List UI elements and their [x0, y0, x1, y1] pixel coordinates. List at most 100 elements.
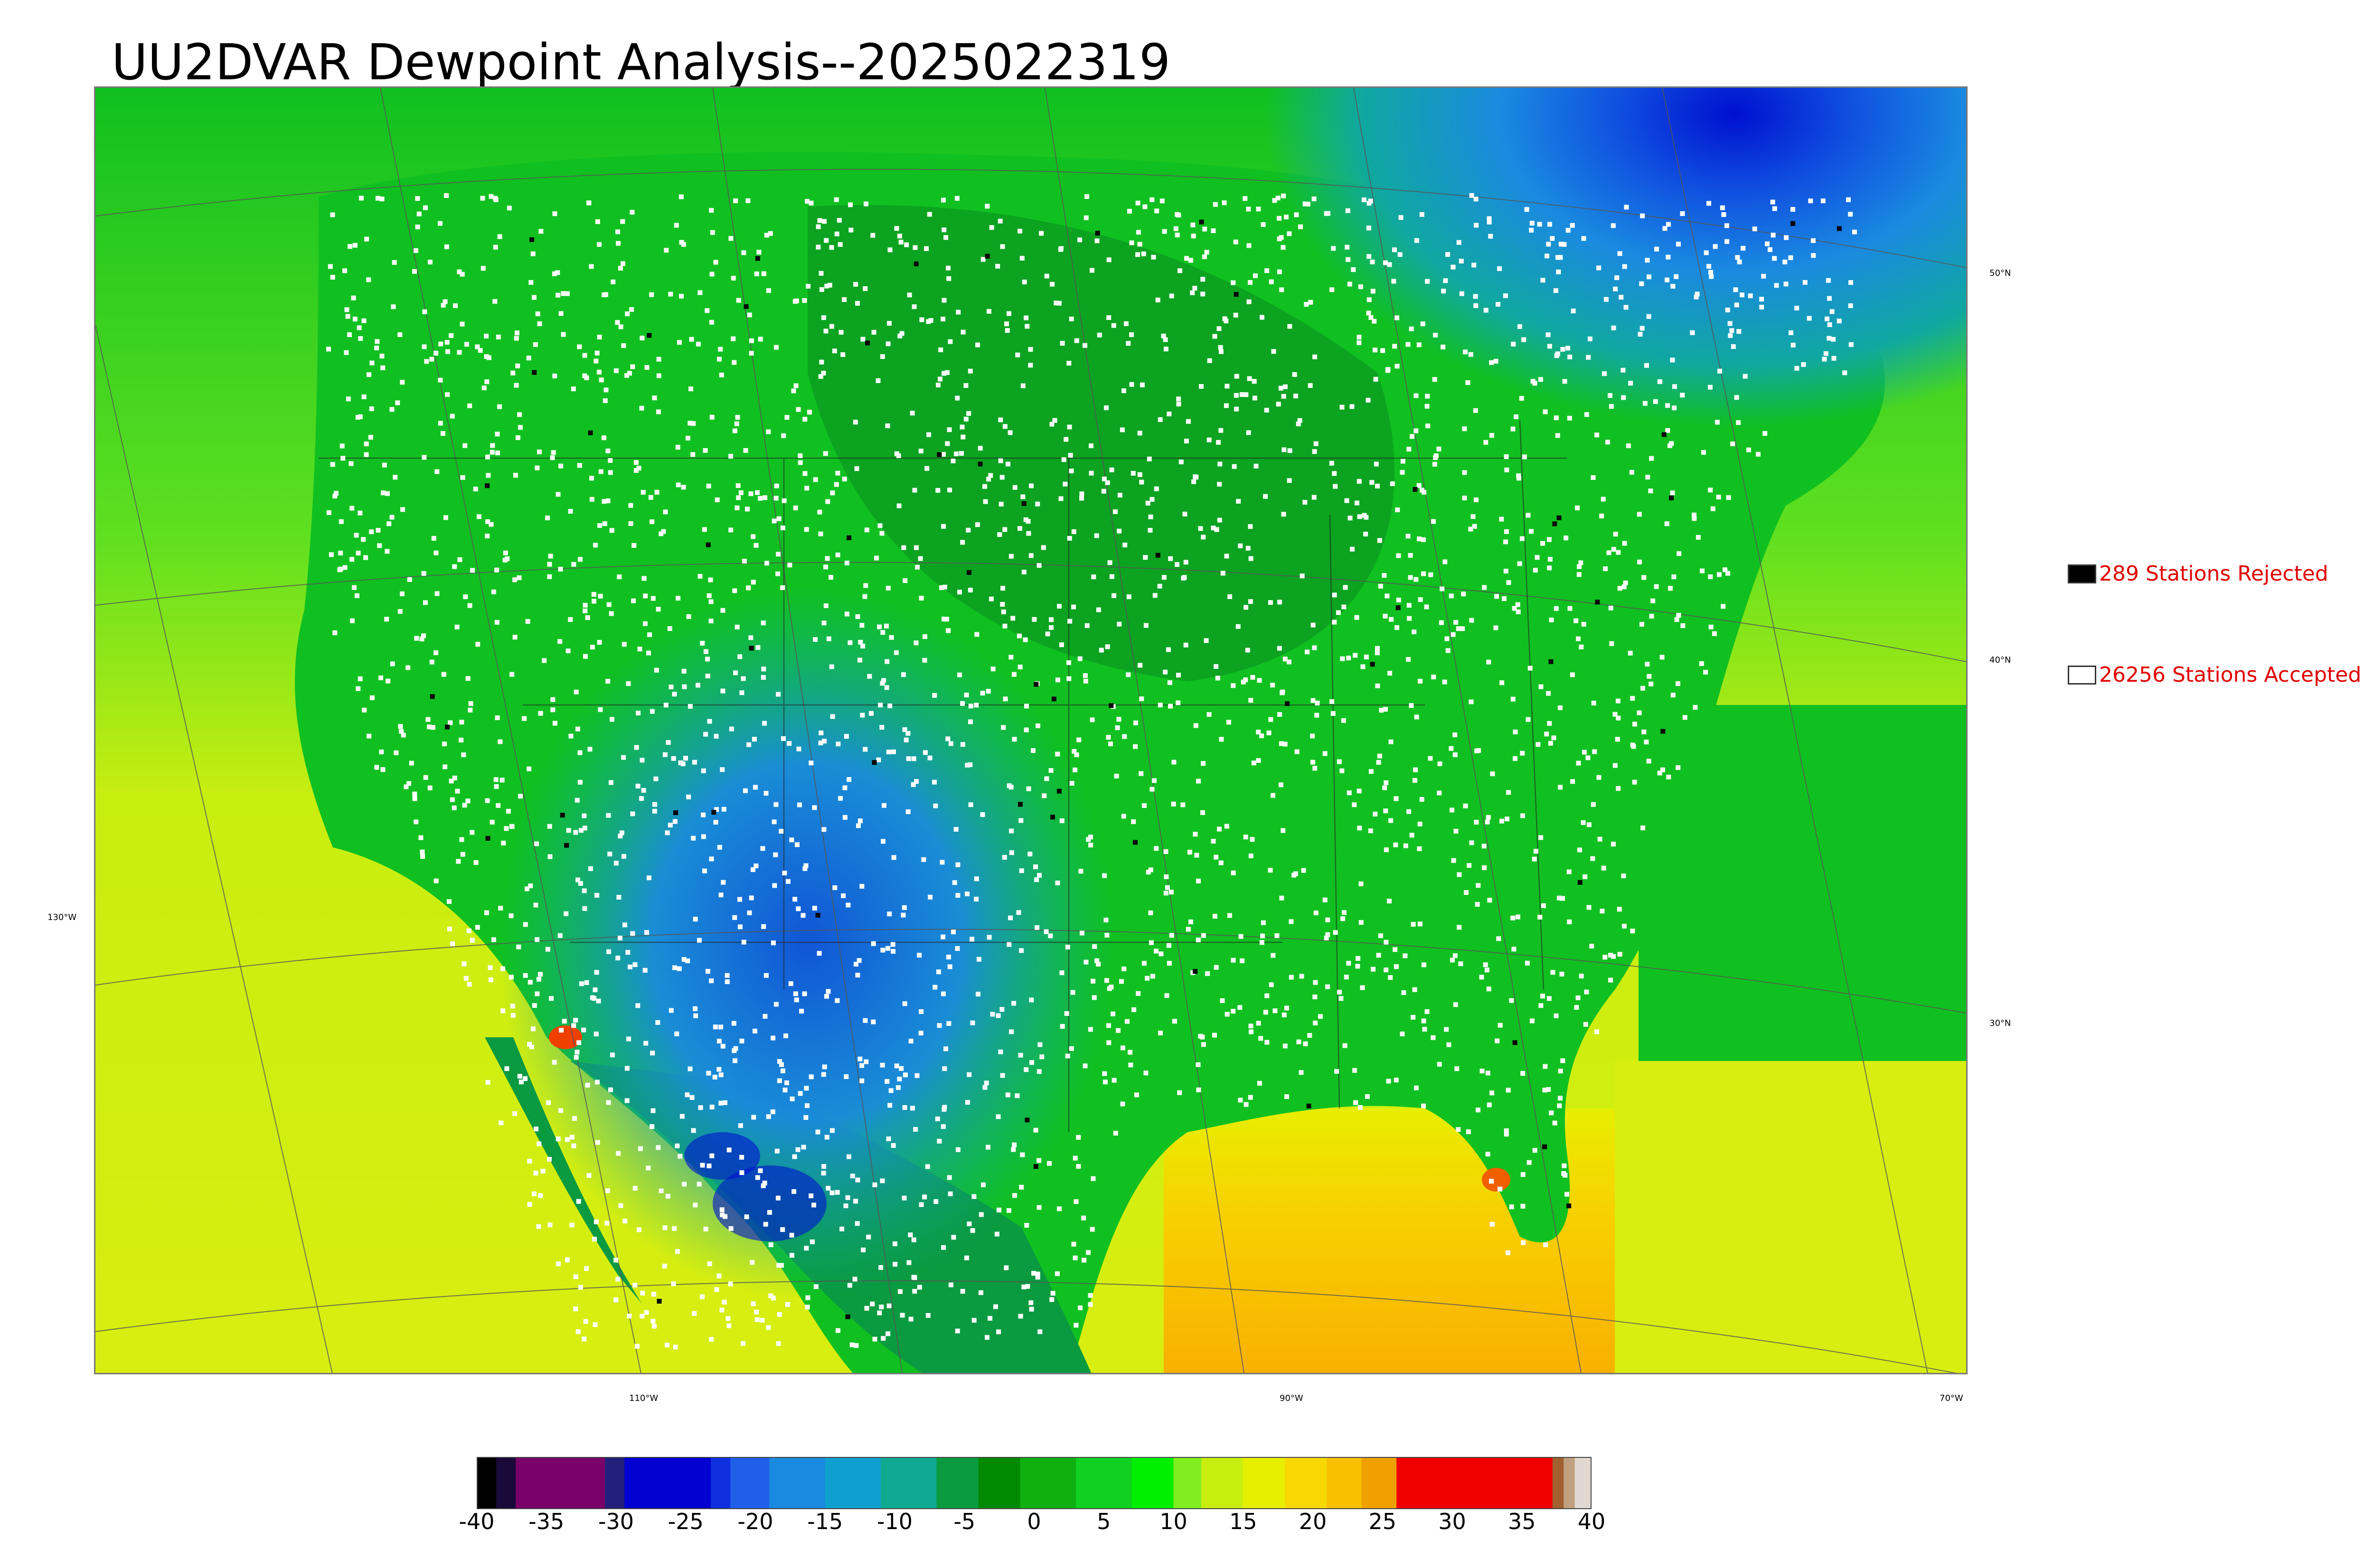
accepted-station-marker — [338, 566, 343, 572]
accepted-station-marker — [621, 755, 626, 760]
accepted-station-marker — [523, 1076, 528, 1081]
accepted-station-marker — [617, 936, 622, 940]
accepted-station-marker — [1324, 935, 1329, 940]
accepted-station-marker — [975, 342, 980, 347]
accepted-station-marker — [728, 236, 734, 241]
accepted-station-marker — [1231, 1009, 1236, 1014]
accepted-station-marker — [350, 618, 355, 623]
accepted-station-marker — [698, 1105, 703, 1110]
accepted-station-marker — [486, 355, 491, 360]
accepted-station-marker — [707, 593, 712, 598]
accepted-station-marker — [974, 632, 980, 637]
accepted-station-marker — [498, 906, 503, 911]
accepted-station-marker — [1341, 718, 1346, 723]
accepted-station-marker — [836, 742, 841, 747]
accepted-station-marker — [1504, 467, 1509, 472]
accepted-station-marker — [1000, 586, 1006, 591]
accepted-station-marker — [762, 1181, 767, 1185]
accepted-station-marker — [351, 295, 356, 300]
accepted-station-marker — [605, 679, 611, 684]
accepted-station-marker — [899, 1066, 904, 1071]
accepted-station-marker — [672, 965, 677, 970]
accepted-station-marker — [1370, 289, 1375, 294]
accepted-station-marker — [1503, 569, 1508, 573]
accepted-station-marker — [768, 231, 773, 236]
accepted-station-marker — [942, 617, 946, 621]
accepted-station-marker — [1406, 657, 1411, 662]
accepted-station-marker — [1384, 847, 1389, 853]
accepted-station-marker — [441, 672, 446, 677]
accepted-station-marker — [1396, 597, 1401, 602]
accepted-station-marker — [1555, 351, 1560, 357]
accepted-station-marker — [1665, 403, 1670, 408]
accepted-station-marker — [1391, 279, 1396, 284]
accepted-station-marker — [449, 333, 454, 338]
accepted-station-marker — [1184, 256, 1189, 261]
accepted-station-marker — [914, 545, 919, 550]
accepted-station-marker — [1039, 1054, 1045, 1060]
accepted-station-marker — [1520, 1071, 1526, 1076]
accepted-station-marker — [1248, 524, 1253, 529]
accepted-station-marker — [1248, 280, 1253, 285]
accepted-station-marker — [709, 1337, 714, 1342]
accepted-station-marker — [829, 1190, 835, 1195]
accepted-station-marker — [1002, 424, 1008, 429]
accepted-station-marker — [933, 985, 938, 990]
accepted-station-marker — [443, 764, 448, 770]
accepted-station-marker — [924, 246, 929, 251]
accepted-station-marker — [1483, 440, 1488, 445]
accepted-station-marker — [1421, 571, 1426, 576]
accepted-station-marker — [754, 543, 759, 548]
colorbar-tick-label: -10 — [876, 1509, 913, 1534]
accepted-station-marker — [1231, 280, 1236, 285]
rejected-stations — [430, 219, 1842, 1319]
accepted-station-marker — [1445, 648, 1451, 653]
accepted-station-marker — [919, 596, 924, 601]
accepted-station-marker — [552, 211, 557, 216]
legend-rejected: 289 Stations Rejected — [2068, 562, 2328, 586]
accepted-station-marker — [610, 1052, 615, 1058]
accepted-station-marker — [755, 1175, 760, 1180]
accepted-station-marker — [1383, 613, 1388, 619]
accepted-station-marker — [576, 1040, 582, 1045]
accepted-station-marker — [1248, 853, 1253, 858]
accepted-station-marker — [1217, 482, 1222, 487]
accepted-station-marker — [1529, 227, 1534, 233]
accepted-station-marker — [760, 1318, 765, 1323]
accepted-station-marker — [590, 645, 595, 650]
accepted-station-marker — [1329, 460, 1334, 466]
accepted-station-marker — [346, 396, 351, 402]
accepted-station-marker — [1526, 717, 1531, 722]
accepted-station-marker — [1318, 1014, 1323, 1019]
accepted-station-marker — [986, 477, 991, 482]
accepted-station-marker — [809, 761, 814, 766]
accepted-station-marker — [1807, 316, 1812, 321]
accepted-station-marker — [1577, 847, 1582, 853]
accepted-station-marker — [948, 741, 953, 746]
accepted-station-marker — [937, 1138, 942, 1144]
accepted-station-marker — [1296, 421, 1301, 426]
accepted-station-marker — [677, 340, 682, 345]
accepted-station-marker — [1024, 704, 1029, 709]
accepted-station-marker — [535, 465, 540, 470]
colorbar-segment — [881, 1457, 937, 1509]
accepted-station-marker — [881, 1336, 886, 1341]
accepted-station-marker — [776, 1263, 782, 1268]
accepted-station-marker — [1486, 815, 1491, 820]
accepted-station-marker — [1364, 654, 1369, 659]
accepted-station-marker — [1406, 603, 1412, 608]
accepted-station-marker — [1261, 222, 1266, 227]
accepted-station-marker — [1233, 312, 1238, 318]
accepted-station-marker — [1720, 205, 1725, 210]
accepted-station-marker — [1056, 300, 1062, 306]
accepted-station-marker — [967, 1072, 972, 1077]
accepted-station-marker — [809, 1193, 814, 1199]
accepted-station-marker — [753, 785, 758, 790]
accepted-station-marker — [902, 1001, 907, 1006]
accepted-station-marker — [761, 271, 766, 276]
rejected-station-marker — [1133, 840, 1138, 845]
accepted-station-marker — [618, 1203, 623, 1208]
accepted-station-marker — [1504, 1128, 1509, 1133]
accepted-station-marker — [944, 617, 949, 622]
accepted-station-marker — [420, 854, 425, 859]
